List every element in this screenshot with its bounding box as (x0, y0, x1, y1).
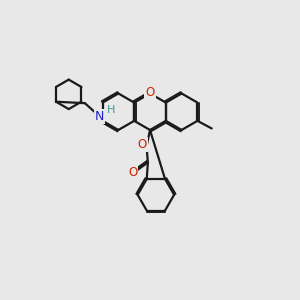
Text: H: H (106, 105, 115, 115)
Text: N: N (95, 110, 104, 123)
Text: O: O (146, 86, 154, 99)
Text: O: O (137, 138, 147, 151)
Text: O: O (128, 166, 137, 179)
